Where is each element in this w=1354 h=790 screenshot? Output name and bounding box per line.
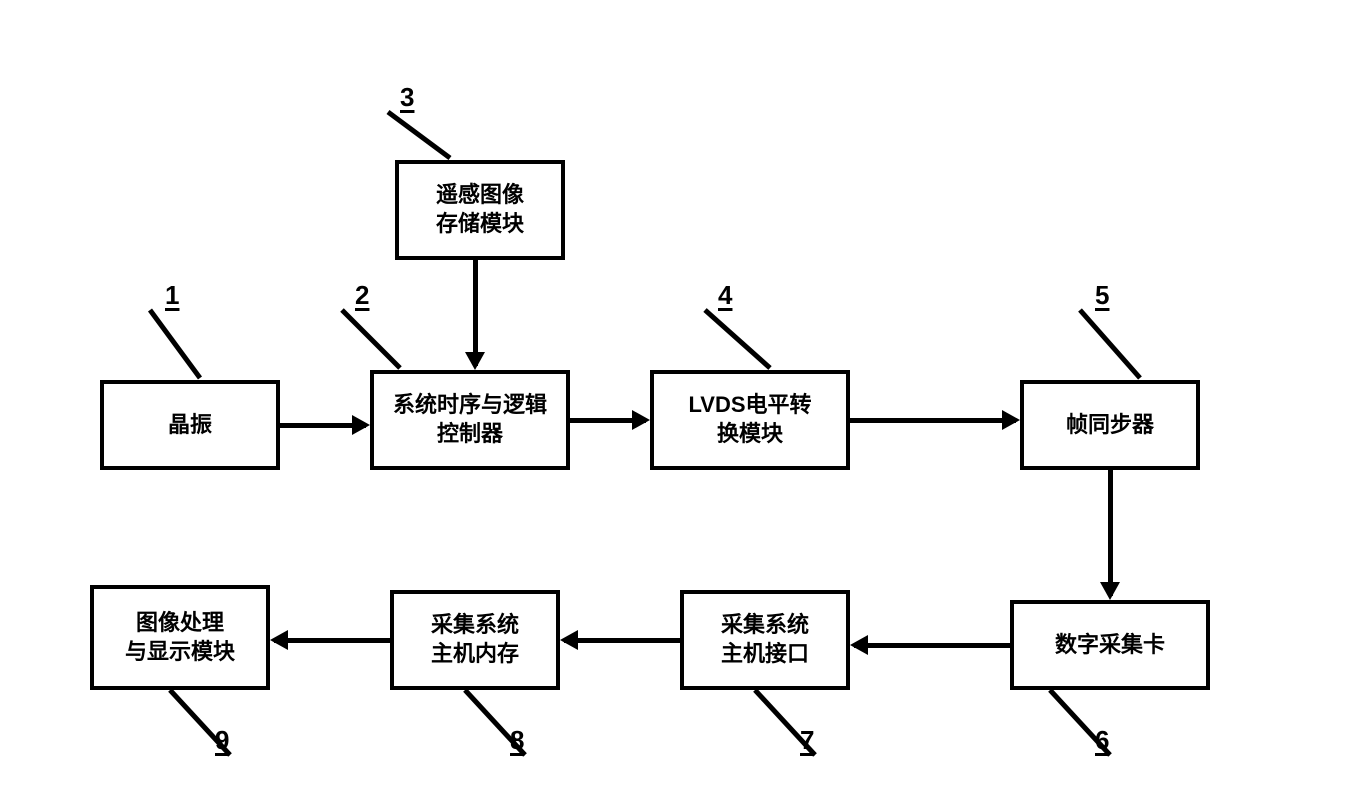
ref-label-n7: 7 (800, 725, 814, 756)
block-b3: 遥感图像存储模块 (395, 160, 565, 260)
block-b2: 系统时序与逻辑控制器 (370, 370, 570, 470)
ref-label-n5: 5 (1095, 280, 1109, 311)
ref-label-n8: 8 (510, 725, 524, 756)
ref-label-n4: 4 (718, 280, 732, 311)
ref-label-n3: 3 (400, 82, 414, 113)
block-b7: 采集系统主机接口 (680, 590, 850, 690)
block-b6: 数字采集卡 (1010, 600, 1210, 690)
ref-label-n1: 1 (165, 280, 179, 311)
ref-label-n9: 9 (215, 725, 229, 756)
ref-label-n2: 2 (355, 280, 369, 311)
block-b4: LVDS电平转换模块 (650, 370, 850, 470)
block-b9: 图像处理与显示模块 (90, 585, 270, 690)
block-b5: 帧同步器 (1020, 380, 1200, 470)
block-b8: 采集系统主机内存 (390, 590, 560, 690)
ref-label-n6: 6 (1095, 725, 1109, 756)
block-b1: 晶振 (100, 380, 280, 470)
